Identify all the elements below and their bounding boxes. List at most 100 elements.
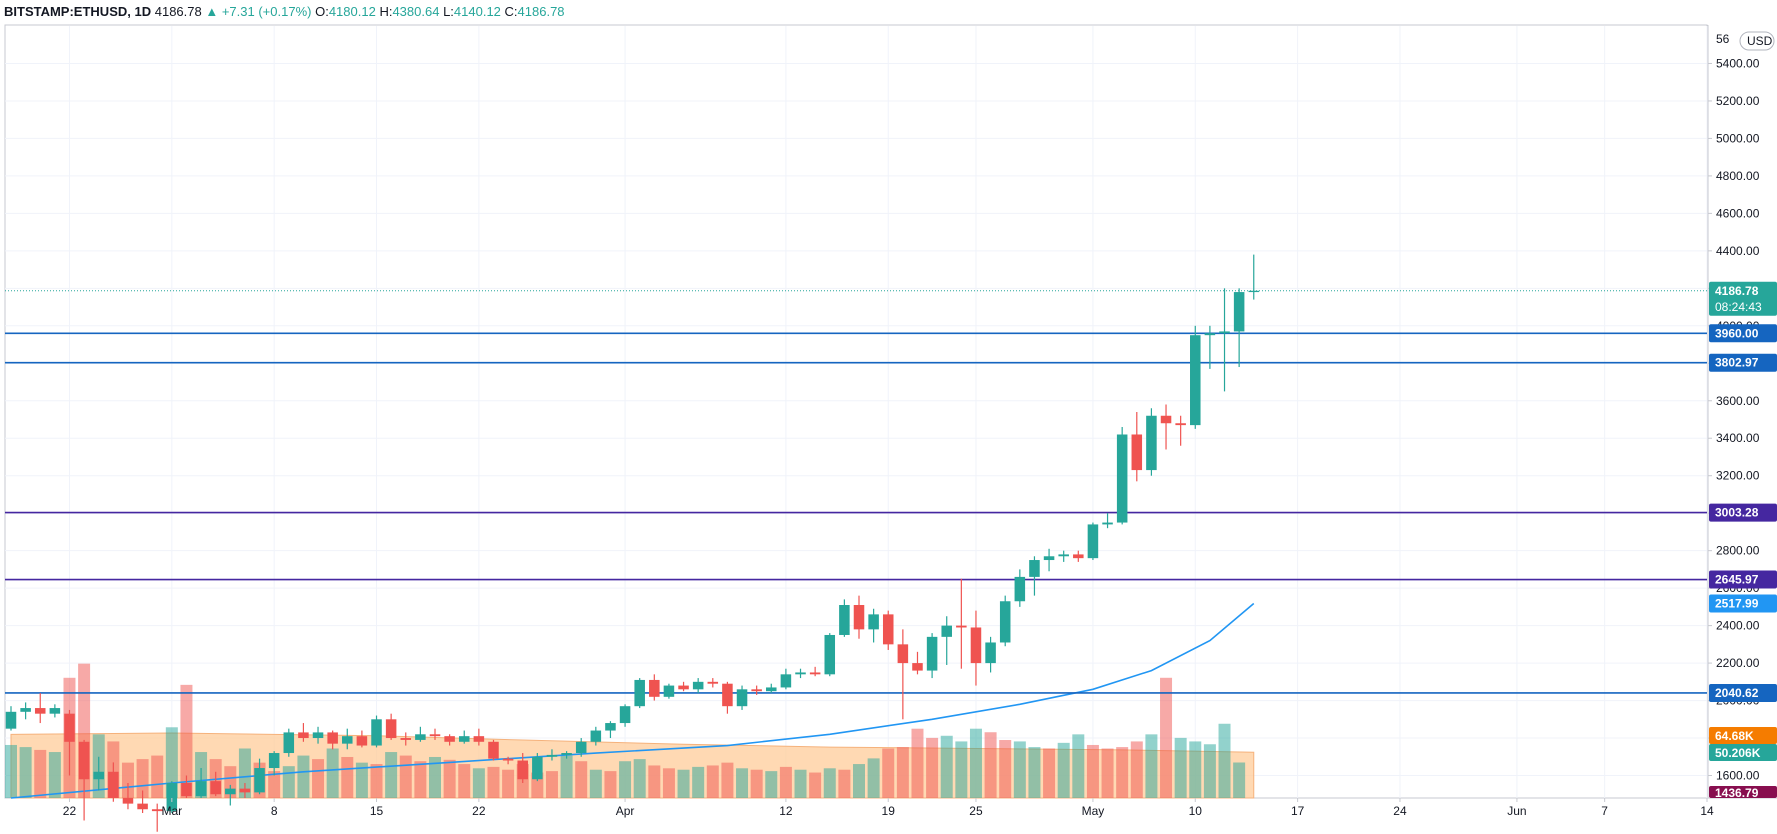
candle-body — [444, 736, 455, 742]
candle — [1087, 522, 1099, 561]
volume-bar — [48, 752, 61, 798]
x-tick-label: 15 — [370, 804, 384, 818]
candle — [824, 633, 836, 677]
candle-body — [473, 736, 485, 742]
candle-body — [605, 723, 616, 731]
x-tick-label: May — [1082, 804, 1105, 818]
candle — [1029, 556, 1040, 596]
candle — [605, 721, 616, 739]
candle — [985, 636, 996, 673]
candle — [78, 739, 90, 821]
candle — [151, 803, 163, 832]
x-tick-label: 14 — [1700, 804, 1714, 818]
candle-body — [78, 741, 90, 780]
y-tick-label: 4600.00 — [1716, 206, 1760, 220]
volume-bar — [1130, 741, 1143, 798]
candle — [1073, 550, 1084, 562]
currency-badge-bg — [1739, 31, 1775, 51]
candle — [707, 678, 719, 688]
candle-body — [1219, 331, 1230, 334]
symbol-label[interactable]: BITSTAMP:ETHUSD, 1D — [4, 4, 152, 19]
candle-body — [20, 708, 31, 712]
y-tick-label: 3600.00 — [1716, 394, 1760, 408]
volume-bar — [1072, 734, 1085, 798]
candle-body — [897, 644, 909, 664]
candle-body — [210, 781, 221, 795]
volume-bar — [926, 737, 939, 798]
candle — [546, 749, 558, 761]
volume-bars — [5, 663, 1246, 798]
volume-bar — [385, 752, 398, 798]
volume-bar — [1057, 742, 1070, 798]
volume-bar — [341, 756, 354, 798]
candle — [415, 726, 426, 742]
open-label: O: — [315, 4, 329, 19]
candle — [839, 599, 850, 637]
candle-body — [853, 605, 865, 630]
candle — [5, 706, 17, 731]
candle-body — [1175, 423, 1186, 426]
level-label-bg — [1709, 353, 1777, 372]
candle-body — [926, 636, 938, 671]
volume-bar — [1218, 723, 1231, 798]
candle-body — [327, 732, 338, 744]
volume-ma-label: 64.68K — [1709, 727, 1777, 744]
y-tick-label: 5200.00 — [1716, 94, 1760, 108]
candle-body — [371, 719, 382, 746]
candle-body — [356, 736, 368, 746]
level-label-text: 2040.62 — [1715, 686, 1759, 700]
candle-body — [5, 711, 17, 729]
candle — [1175, 415, 1186, 446]
volume-bar — [853, 764, 865, 798]
candle-body — [780, 674, 792, 688]
candle — [1102, 513, 1113, 529]
volume-bar — [399, 755, 412, 798]
y-tick-label: 4800.00 — [1716, 169, 1760, 183]
volume-bar — [911, 728, 924, 798]
candle-body — [736, 689, 748, 707]
candle — [34, 693, 46, 724]
volume-bar — [429, 756, 441, 798]
candle — [751, 685, 762, 695]
candles — [5, 254, 1260, 832]
volume-bar — [560, 755, 573, 798]
candle-body — [298, 732, 309, 739]
close-value: 4186.78 — [517, 4, 565, 19]
level-label: 2040.62 — [1709, 683, 1777, 702]
volume-bar — [326, 748, 339, 798]
candle-body — [1073, 554, 1084, 559]
candle — [312, 726, 324, 744]
candle-body — [590, 730, 602, 742]
candle-body — [1058, 554, 1069, 557]
level-label-bg — [1709, 503, 1777, 522]
y-tick-label: 1600.00 — [1716, 769, 1760, 783]
candle-body — [912, 663, 923, 671]
x-tick-label: 22 — [472, 804, 486, 818]
volume-bar — [1203, 744, 1216, 798]
volume-bar — [1101, 748, 1114, 798]
candle-body — [561, 753, 572, 755]
candle-body — [458, 736, 470, 742]
x-tick-label: Jun — [1507, 804, 1526, 818]
last-price-label-bg — [1709, 281, 1777, 316]
candle-body — [225, 788, 236, 795]
volume-bar — [1233, 762, 1246, 798]
volume-bar — [19, 747, 32, 798]
candle — [1043, 548, 1055, 572]
candle-body — [93, 771, 104, 780]
volume-bar — [984, 732, 997, 798]
candle — [970, 610, 982, 686]
low-label: L: — [443, 4, 454, 19]
x-tick-label: Mar — [161, 804, 182, 818]
candle-body — [517, 760, 528, 780]
candle — [93, 756, 104, 791]
candle-body — [575, 741, 587, 754]
candle-body — [678, 685, 689, 690]
candle-body — [151, 809, 163, 812]
candle-body — [751, 689, 762, 692]
candle — [575, 738, 587, 757]
volume-bar — [575, 761, 588, 798]
y-tick-label: 2400.00 — [1716, 619, 1760, 633]
volume-bar — [677, 769, 690, 798]
